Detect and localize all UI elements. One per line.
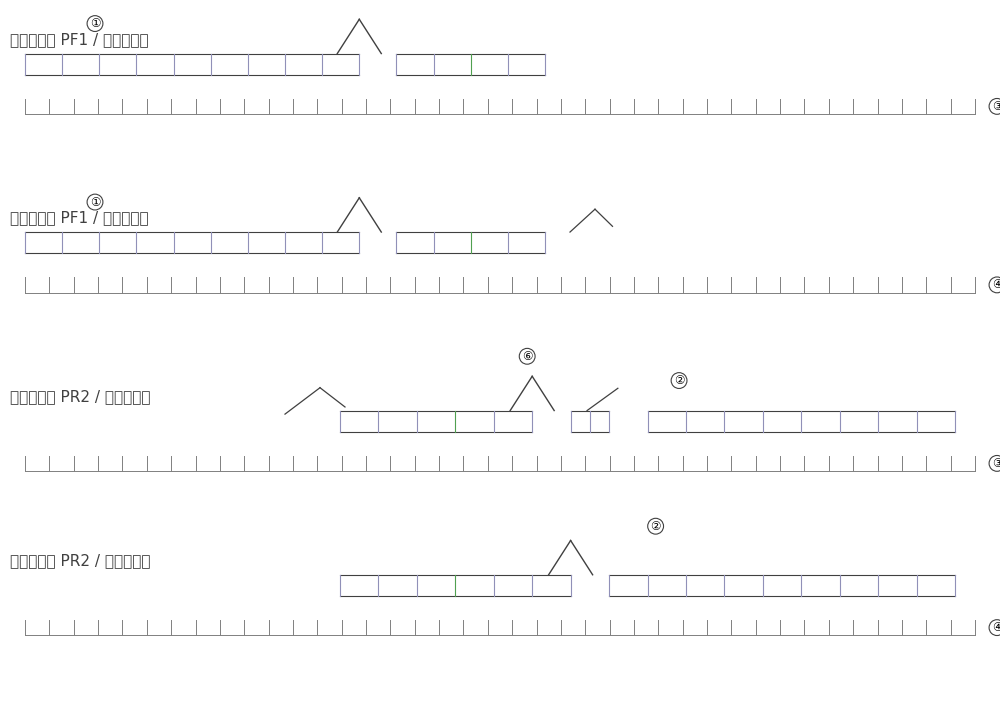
Text: 特异性引物 PF1 / 突变型模板: 特异性引物 PF1 / 突变型模板 xyxy=(10,211,149,226)
Text: ④: ④ xyxy=(992,621,1000,634)
Text: ④: ④ xyxy=(992,278,1000,291)
Text: 特异性引物 PF1 / 野生型模板: 特异性引物 PF1 / 野生型模板 xyxy=(10,32,149,47)
Text: ①: ① xyxy=(90,196,100,208)
Text: ⑤: ⑤ xyxy=(0,713,1,714)
Text: ②: ② xyxy=(650,520,661,533)
Text: ③: ③ xyxy=(992,457,1000,470)
Text: 特异性引物 PR2 / 野生型模板: 特异性引物 PR2 / 野生型模板 xyxy=(10,389,150,404)
Text: ⑥: ⑥ xyxy=(522,350,532,363)
Text: 特异性引物 PR2 / 突变型模板: 特异性引物 PR2 / 突变型模板 xyxy=(10,553,150,568)
Text: ①: ① xyxy=(90,17,100,30)
Text: ②: ② xyxy=(674,374,684,387)
Text: ③: ③ xyxy=(992,100,1000,113)
